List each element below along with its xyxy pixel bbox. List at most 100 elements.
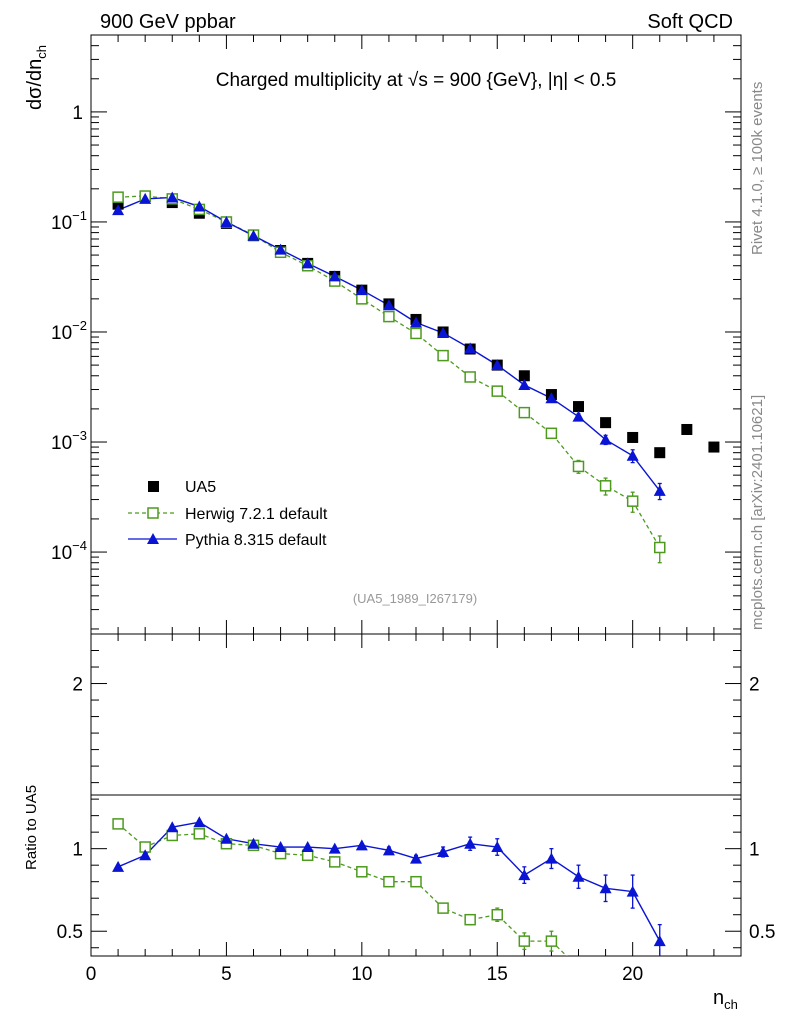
ratio-pythia-point [382,844,395,856]
x-axis-label: nch [713,987,738,1012]
ratio-herwig-point [574,963,584,973]
ratio-y-tick-label: 2 [72,675,83,696]
ratio-herwig-point [518,935,531,947]
legend-ua5-marker [148,481,159,492]
main-y-tick-label: 1 [72,103,83,124]
ratio-pythia-point [437,845,450,857]
header-right: Soft QCD [647,11,733,33]
ratio-pythia-point [464,837,477,849]
ratio-pythia-point [626,885,639,897]
pythia-point [410,316,422,328]
pythia-point [247,229,260,241]
pythia-point [626,449,639,461]
pythia-point [382,299,395,311]
ratio-pythia-point [247,837,260,849]
pythia-point [572,410,585,422]
ratio-pythia-point [139,849,152,861]
herwig-point [464,371,476,383]
ratio-pythia-point [653,935,666,947]
ratio-pythia-point [166,821,179,833]
ratio-pythia-point [112,860,125,872]
ua5-point [654,447,666,459]
ratio-y-tick-label-right: 2 [749,675,760,696]
ratio-herwig-point [545,935,558,947]
pythia-line [117,196,661,492]
ratio-herwig-point [410,875,422,888]
main-y-tick-label: 10−2 [51,318,87,344]
ratio-y-tick-label-right: 0.5 [749,922,775,943]
rivet-label: Rivet 4.1.0, ≥ 100k events [749,82,766,255]
legend-herwig-label: Herwig 7.2.1 default [185,506,328,523]
x-tick-label: 20 [622,964,643,985]
ratio-herwig-point [437,902,449,914]
pythia-point [518,378,531,390]
pythia-point [653,484,666,496]
ratio-herwig-point [193,828,206,840]
ratio-y-label: Ratio to UA5 [23,785,40,870]
ratio-herwig-point [329,856,341,868]
ratio-pythia-point [355,839,368,851]
ratio-y-axis: 0.5 0.5 1 1 2 2 [57,650,775,949]
x-tick-label: 5 [221,964,232,985]
ua5-point [518,370,530,382]
main-y-tick-label: 10−1 [51,208,87,234]
ratio-herwig-point [491,908,503,921]
mcplots-label: mcplots.cern.ch [arXiv:2401.10621] [749,395,766,630]
ratio-pythia-point [518,869,531,881]
ua5-point [708,441,720,453]
pythia-point [139,192,152,204]
pythia-point [166,191,179,203]
ratio-herwig-point [464,913,476,926]
ratio-pythia-point [274,841,287,853]
pythia-point [220,215,233,227]
ratio-series-group [112,816,666,973]
main-data [112,190,720,564]
ratio-x-axis: 0 5 10 15 20 [86,634,742,985]
herwig-point [410,327,422,340]
main-x-ticks [90,35,742,634]
main-y-tick-label: 10−4 [51,538,87,564]
ratio-herwig-line [117,823,568,956]
ua5-point [627,431,639,443]
legend: UA5 Herwig 7.2.1 default Pythia 8.315 de… [128,479,328,549]
herwig-point [599,480,612,492]
header-left: 900 GeV ppbar [100,11,236,33]
herwig-point [112,191,124,203]
legend-pythia-marker [147,533,159,544]
herwig-point [383,310,395,323]
ua5-point [681,423,693,435]
x-tick-label: 15 [487,964,508,985]
main-y-axis: 1 10−1 10−2 10−3 10−4 [51,34,741,630]
x-tick-label: 0 [86,964,97,985]
pythia-point [193,200,206,212]
herwig-point [545,427,558,440]
pythia-point [301,257,314,269]
legend-pythia-label: Pythia 8.315 default [185,532,327,549]
legend-ua5-label: UA5 [185,479,216,496]
legend-herwig-marker [147,507,159,519]
ratio-pythia-point [572,870,585,882]
ratio-herwig-point [112,818,124,830]
pythia-point [328,270,341,282]
herwig-point [572,460,585,473]
plot-title: Charged multiplicity at √s = 900 {GeV}, … [216,70,617,91]
ratio-pythia-point [599,882,612,894]
pythia-point [112,204,125,216]
herwig-point [356,293,368,305]
herwig-point [491,385,503,397]
pythia-point [355,284,368,296]
pythia-point [545,392,558,404]
ratio-pythia-point [301,841,314,853]
reference-label: (UA5_1989_I267179) [353,591,477,606]
ratio-pythia-point [410,852,422,864]
ratio-pythia-point [193,816,206,828]
herwig-point [654,541,666,554]
main-y-label: dσ/dnch [24,45,49,110]
main-y-tick-label: 10−3 [51,428,87,454]
ratio-data [112,816,666,973]
ratio-pythia-point [491,841,504,853]
pythia-point [464,342,477,354]
ua5-point [600,417,612,429]
ratio-y-tick-label: 0.5 [57,922,83,943]
